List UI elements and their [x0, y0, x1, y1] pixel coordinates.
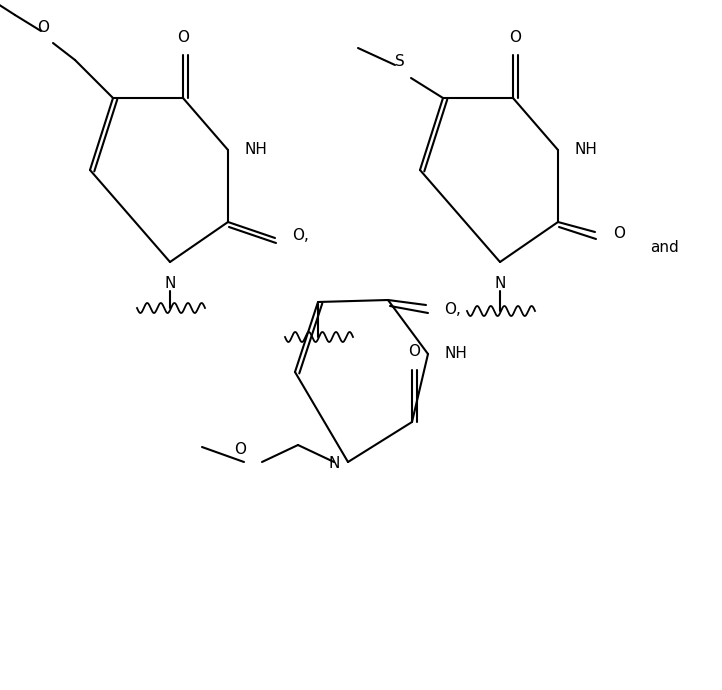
Text: N: N [165, 275, 175, 290]
Text: O: O [37, 21, 49, 35]
Text: O: O [408, 344, 420, 359]
Text: O: O [177, 30, 189, 46]
Text: O,: O, [292, 228, 309, 244]
Text: NH: NH [445, 346, 468, 362]
Text: S: S [395, 55, 405, 70]
Text: and: and [650, 241, 679, 255]
Text: O: O [613, 226, 625, 242]
Text: NH: NH [245, 143, 268, 157]
Text: NH: NH [575, 143, 598, 157]
Text: O: O [509, 30, 521, 46]
Text: N: N [495, 275, 505, 290]
Text: O: O [234, 442, 246, 457]
Text: N: N [329, 457, 339, 471]
Text: O,: O, [444, 302, 461, 317]
